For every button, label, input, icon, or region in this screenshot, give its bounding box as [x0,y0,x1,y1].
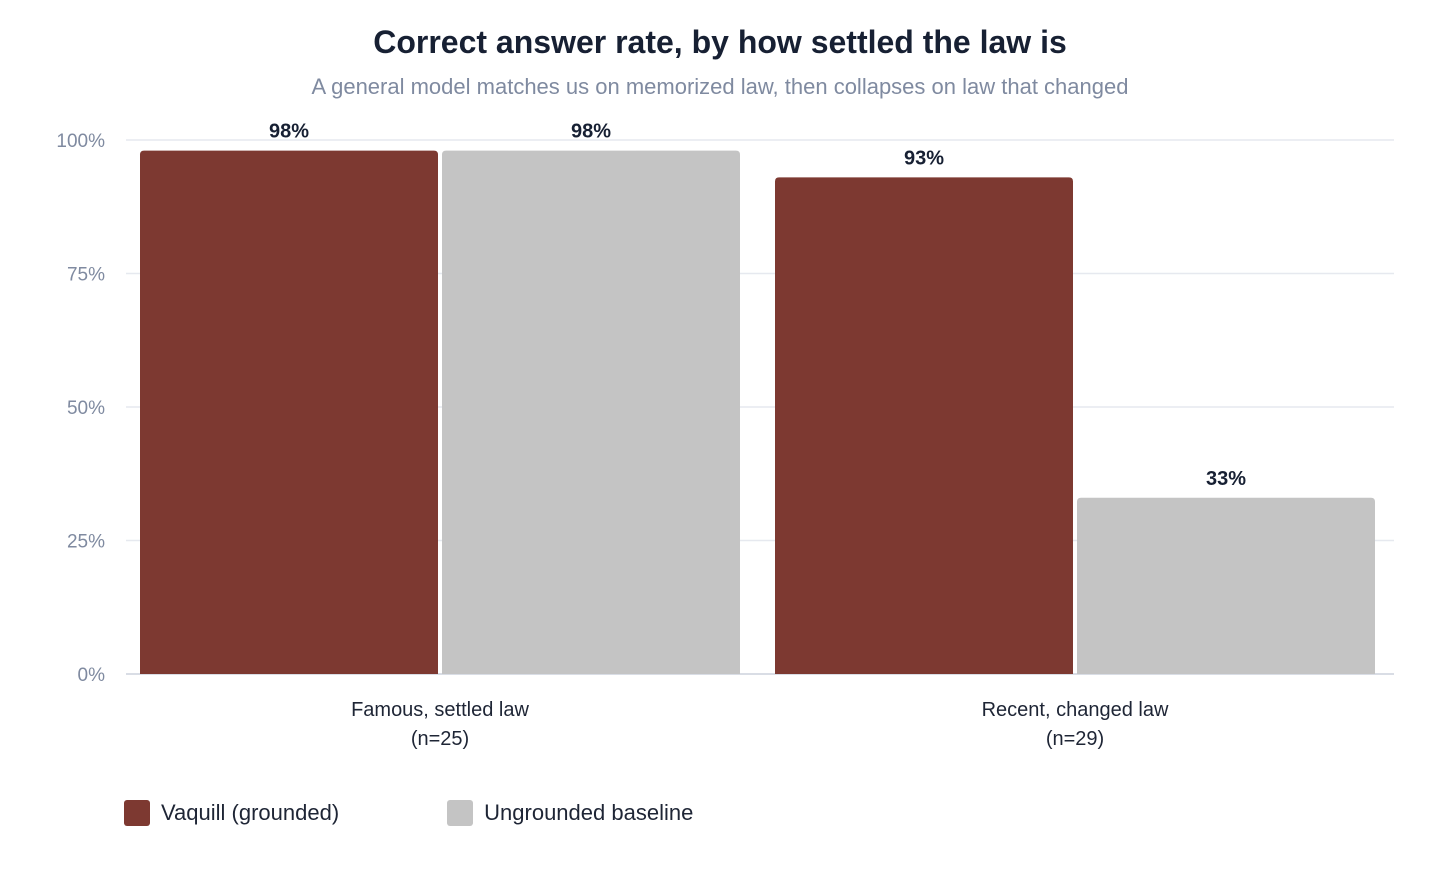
chart-title: Correct answer rate, by how settled the … [373,24,1067,60]
bar [442,150,740,674]
value-label: 33% [1206,468,1246,490]
y-tick-label: 25% [67,532,105,553]
legend-swatch-vaquill [124,800,150,826]
category-label: Famous, settled law [351,699,529,721]
bar [775,177,1073,674]
value-label: 98% [269,121,309,143]
bar [140,150,438,674]
bar-chart: 0% 25% 50% 75% 100% 98% 93% 98% 33% Famous, settl… [56,121,1394,750]
legend-item-vaquill: Vaquill (grounded) [124,800,339,826]
legend-label-baseline: Ungrounded baseline [484,800,694,825]
category-label: (n=29) [1046,728,1104,750]
legend: Vaquill (grounded) Ungrounded baseline [124,800,801,826]
category-label: Recent, changed law [982,699,1169,721]
y-tick-label: 100% [56,131,105,152]
legend-swatch-baseline [447,800,474,826]
value-label: 93% [904,147,944,169]
bar [1077,497,1375,674]
legend-label-vaquill: Vaquill (grounded) [161,800,340,825]
category-label: (n=25) [411,728,469,750]
y-tick-label: 0% [78,665,106,686]
y-tick-label: 50% [67,398,105,419]
value-label: 98% [571,121,611,143]
legend-item-baseline: Ungrounded baseline [447,800,693,826]
chart-subtitle: A general model matches us on memorized … [311,74,1129,99]
y-tick-label: 75% [67,265,105,286]
